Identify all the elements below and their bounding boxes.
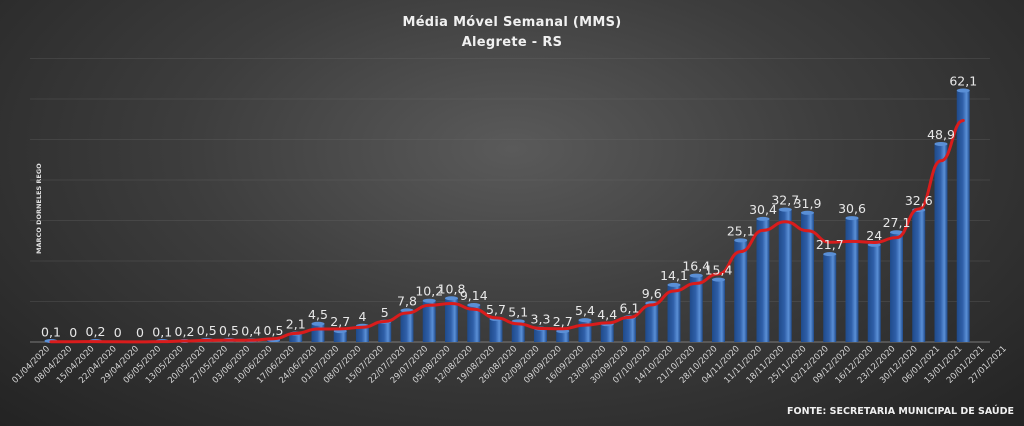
data-label: 0,5	[264, 323, 284, 338]
data-label: 0,5	[219, 323, 239, 338]
data-label: 30,4	[749, 202, 777, 217]
bar	[801, 212, 814, 342]
data-label: 5,7	[486, 302, 506, 317]
data-label: 7,8	[397, 293, 417, 308]
bar	[445, 298, 458, 342]
data-label: 4	[359, 309, 367, 324]
data-label: 5,1	[508, 304, 528, 319]
data-label: 9,6	[642, 286, 662, 301]
data-label: 4,4	[597, 307, 617, 322]
data-label: 0	[136, 325, 144, 340]
bar	[756, 218, 770, 342]
bar	[912, 209, 926, 342]
bar-top	[845, 216, 859, 221]
bar	[489, 318, 503, 342]
bar	[712, 279, 725, 342]
data-label: 0	[69, 325, 77, 340]
data-label: 6,1	[620, 300, 640, 315]
bar	[400, 310, 414, 342]
bar	[689, 275, 703, 342]
bar-top	[712, 277, 725, 282]
data-label: 62,1	[949, 73, 977, 88]
source-note: FONTE: SECRETARIA MUNICIPAL DE SAÚDE	[787, 406, 1014, 417]
bar-top	[467, 302, 481, 307]
bar	[934, 143, 948, 342]
data-label: 5,4	[575, 303, 595, 318]
bar	[778, 209, 792, 342]
data-label: 25,1	[727, 223, 755, 238]
bar	[667, 284, 681, 342]
bar	[556, 331, 570, 342]
data-label: 2,7	[330, 314, 350, 329]
data-label: 27,1	[883, 215, 911, 230]
data-label: 0,1	[152, 325, 172, 340]
bar	[645, 303, 659, 342]
bar	[534, 328, 547, 342]
bar	[378, 321, 392, 342]
data-label: 16,4	[682, 259, 710, 274]
data-label: 0,2	[86, 324, 106, 339]
data-label: 48,9	[927, 127, 955, 142]
trend-line	[49, 119, 965, 344]
bar-top	[756, 216, 770, 221]
bar	[311, 323, 325, 342]
data-label: 14,1	[660, 268, 688, 283]
bar	[845, 218, 859, 342]
bar-top	[890, 230, 903, 235]
bar-top	[445, 296, 458, 301]
data-label: 2,1	[286, 316, 306, 331]
data-label: 9,14	[460, 288, 488, 303]
data-label: 2,7	[553, 314, 573, 329]
bar	[578, 320, 592, 342]
bar	[823, 254, 837, 342]
chart-title: Média Móvel Semanal (MMS)	[402, 15, 622, 30]
bar-top	[689, 273, 703, 278]
chart-subtitle: Alegrete - RS	[461, 35, 563, 50]
bar-top	[801, 210, 814, 215]
data-label: 10,2	[415, 284, 443, 299]
data-label: 15,4	[705, 263, 733, 278]
bar	[867, 244, 881, 342]
data-label: 32,6	[905, 193, 933, 208]
bar	[422, 300, 436, 342]
bar-top	[823, 252, 837, 257]
data-label: 10,8	[438, 281, 466, 296]
bar	[467, 304, 481, 342]
data-label: 4,5	[308, 307, 328, 322]
bar-top	[934, 141, 948, 146]
data-label: 24	[866, 228, 882, 243]
data-label: 0,2	[175, 324, 195, 339]
bar-top	[422, 298, 436, 303]
bar-top	[734, 238, 748, 243]
bar	[956, 90, 970, 343]
data-label: 0,1	[41, 325, 61, 340]
data-label: 0,5	[197, 323, 217, 338]
bar-top	[578, 318, 592, 323]
bar-top	[667, 282, 681, 287]
bar	[333, 331, 347, 342]
bar	[623, 317, 636, 342]
data-label: 21,7	[816, 237, 844, 252]
bar-top	[778, 207, 792, 212]
bar	[356, 325, 369, 342]
bar	[511, 321, 525, 342]
data-label: 0,4	[241, 323, 261, 338]
data-label: 32,7	[771, 193, 799, 208]
data-label: 31,9	[794, 196, 822, 211]
bar	[734, 240, 748, 342]
bar	[289, 333, 303, 342]
bar	[890, 232, 903, 342]
bar	[600, 324, 614, 342]
bar-top	[311, 321, 325, 326]
data-label: 0	[114, 325, 122, 340]
bar-top	[956, 88, 970, 93]
data-label: 3,3	[531, 312, 551, 327]
data-label: 5	[381, 305, 389, 320]
data-label: 30,6	[838, 201, 866, 216]
